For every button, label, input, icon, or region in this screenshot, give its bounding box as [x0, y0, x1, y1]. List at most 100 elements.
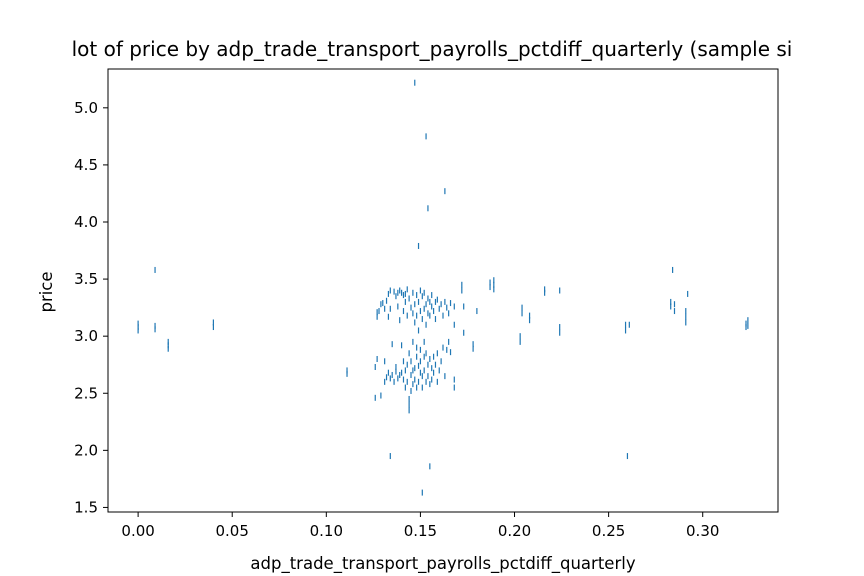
plot-frame — [107, 68, 779, 513]
data-point — [685, 319, 687, 326]
data-point — [423, 367, 425, 374]
data-point — [376, 356, 378, 363]
data-point — [423, 353, 425, 360]
data-point — [401, 342, 403, 349]
data-point — [463, 303, 465, 310]
data-point — [493, 277, 495, 284]
data-point — [431, 292, 433, 299]
data-point — [384, 378, 386, 385]
data-point — [421, 489, 423, 496]
data-point — [446, 304, 448, 311]
data-point — [395, 293, 397, 300]
x-tick-label: 0.30 — [686, 522, 719, 540]
y-tick-label: 4.5 — [74, 156, 98, 174]
data-point — [438, 367, 440, 374]
data-point — [382, 300, 384, 307]
data-point — [489, 279, 491, 286]
data-point — [378, 308, 380, 315]
data-point — [384, 305, 386, 312]
data-point — [449, 349, 452, 356]
x-tick-label: 0.00 — [121, 522, 154, 540]
data-point — [385, 374, 388, 381]
data-point — [417, 327, 420, 334]
data-point — [448, 310, 450, 317]
data-point — [417, 362, 420, 369]
data-point — [431, 365, 433, 372]
data-point — [519, 333, 521, 340]
data-point — [397, 375, 399, 382]
data-point — [389, 305, 391, 312]
data-point — [393, 378, 395, 385]
data-point — [154, 266, 156, 273]
x-tick-label: 0.20 — [498, 522, 531, 540]
data-point — [402, 292, 405, 299]
data-point — [410, 371, 412, 378]
data-point — [154, 322, 156, 329]
data-point — [401, 369, 403, 376]
data-point — [432, 353, 435, 360]
data-point — [387, 369, 390, 376]
data-point — [528, 312, 531, 319]
data-point — [167, 342, 169, 349]
data-point — [389, 375, 391, 382]
data-point — [137, 327, 139, 334]
data-point — [346, 367, 348, 374]
data-point — [412, 338, 414, 345]
data-point — [414, 301, 416, 308]
y-tick-label: 5.0 — [74, 99, 98, 117]
data-point — [559, 329, 561, 336]
data-point — [391, 341, 393, 348]
data-point — [346, 370, 348, 377]
data-point — [472, 345, 474, 352]
data-point — [423, 305, 425, 312]
data-point — [402, 308, 405, 315]
data-point — [391, 371, 393, 378]
data-point — [399, 287, 401, 294]
data-point — [461, 287, 463, 294]
y-axis-ticks: 1.5 2.0 2.5 3.0 3.5 4.0 4.5 5.0 — [74, 99, 108, 516]
data-point — [387, 290, 390, 297]
data-point — [406, 361, 408, 368]
data-point — [395, 364, 397, 370]
x-tick-label: 0.10 — [310, 522, 343, 540]
data-point — [406, 286, 408, 293]
data-point — [434, 361, 437, 368]
data-point — [436, 350, 438, 357]
data-point — [406, 312, 408, 319]
data-point — [429, 356, 431, 363]
data-point — [408, 295, 410, 302]
data-point — [417, 242, 420, 249]
data-point — [385, 297, 388, 304]
data-point — [425, 378, 427, 385]
data-point — [442, 312, 444, 319]
data-point — [628, 321, 630, 328]
data-point — [423, 338, 425, 345]
data-point — [493, 286, 495, 293]
data-point — [376, 309, 378, 316]
data-point — [463, 329, 465, 336]
data-point — [399, 371, 401, 378]
data-point — [408, 401, 410, 408]
data-point — [429, 381, 431, 388]
data-point — [404, 298, 406, 305]
data-point — [453, 376, 455, 383]
data-point — [408, 395, 410, 402]
x-tick-label: 0.05 — [216, 522, 249, 540]
y-axis-label: price — [37, 271, 56, 312]
data-point — [410, 304, 412, 311]
data-point — [416, 344, 418, 351]
data-point — [425, 133, 427, 140]
data-point — [429, 463, 431, 470]
data-point — [672, 266, 674, 273]
data-point — [427, 373, 429, 380]
data-point — [397, 289, 399, 296]
data-point — [461, 281, 463, 288]
data-point — [429, 312, 431, 319]
data-point — [429, 298, 431, 305]
data-point — [419, 287, 422, 294]
data-point — [408, 350, 410, 357]
data-point — [416, 384, 418, 391]
x-axis-label: adp_trade_transport_payrolls_pctdiff_qua… — [250, 554, 635, 574]
data-point — [453, 303, 455, 310]
